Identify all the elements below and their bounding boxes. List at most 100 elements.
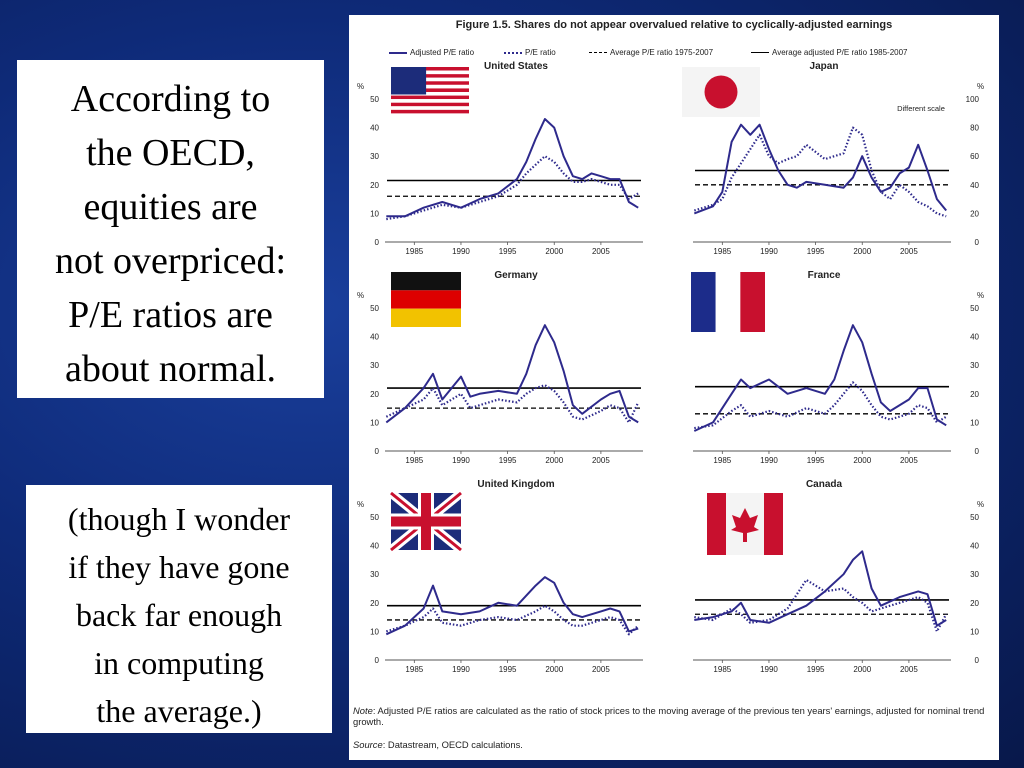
flag-band (764, 493, 783, 555)
chart-title: United States (484, 61, 548, 72)
legend-label: Adjusted P/E ratio (410, 48, 475, 57)
flag-stripe (391, 109, 469, 114)
x-tick-label: 1990 (760, 456, 778, 465)
figure-source: Source: Datastream, OECD calculations. (353, 739, 993, 750)
flag-stripe (391, 113, 469, 117)
unit-label: % (357, 291, 364, 300)
chart-germany: Germany% 0 10 20 30 40 50 1985 1990 1995 2000 2005 (357, 270, 643, 465)
legend-label: Average P/E ratio 1975-2007 (610, 48, 714, 57)
x-tick-label: 1995 (499, 247, 517, 256)
x-tick-label: 1985 (713, 247, 731, 256)
aside-text-line: in computing (94, 645, 264, 681)
chart-title: Germany (494, 270, 538, 281)
unit-label: % (357, 500, 364, 509)
flag-stripe (391, 84, 469, 89)
x-tick-label: 1990 (452, 247, 470, 256)
aside-text-box: (though I wonder if they have gone back fa… (26, 485, 332, 733)
uk-flag (388, 489, 464, 554)
x-tick-label: 1990 (760, 665, 778, 674)
y-tick-label: 20 (370, 181, 379, 190)
y-tick-label: 40 (370, 542, 379, 551)
y-tick-label: 40 (370, 333, 379, 342)
flag-disc (704, 75, 738, 109)
x-tick-label: 2000 (545, 665, 563, 674)
legend-label: Average adjusted P/E ratio 1985-2007 (772, 48, 908, 57)
source-label: Source (353, 739, 383, 750)
flag-stripe (391, 67, 469, 71)
pe-series (694, 578, 948, 633)
flag-band (707, 493, 726, 555)
flag-band (691, 272, 716, 332)
aside-text-line: back far enough (75, 597, 283, 633)
main-text-line: According to (70, 78, 271, 120)
flag-stripe (391, 77, 469, 82)
adjusted-pe-series (385, 576, 639, 636)
legend-item: Average adjusted P/E ratio 1985-2007 (751, 48, 908, 57)
chart-japan: Japan% 0 20 40 60 80 100 1985 1990 1995 2000 2005 Di… (693, 61, 984, 256)
note-text: : Adjusted P/E ratios are calculated as … (353, 705, 985, 727)
legend-swatch (589, 52, 607, 54)
x-tick-label: 2000 (545, 247, 563, 256)
y-tick-label: 40 (370, 124, 379, 133)
chart-annotation: Different scale (897, 104, 945, 113)
source-text: : Datastream, OECD calculations. (382, 739, 523, 750)
x-tick-label: 2000 (545, 456, 563, 465)
x-tick-label: 1990 (760, 247, 778, 256)
y-tick-label: 30 (370, 361, 379, 370)
flag-stripe (391, 106, 469, 110)
y-tick-label: 10 (370, 209, 379, 218)
legend-label: P/E ratio (525, 48, 556, 57)
legend-swatch (389, 51, 407, 54)
pe-series (385, 384, 640, 424)
y-tick-label: 20 (370, 599, 379, 608)
x-tick-label: 1995 (807, 665, 825, 674)
adjusted-pe-series (694, 550, 947, 627)
y-tick-label: 0 (375, 447, 380, 456)
y-tick-label: 0 (375, 238, 380, 247)
chart-united-states: United States% 0 10 20 30 40 50 1985 1990 1995 200… (357, 61, 643, 256)
x-tick-label: 2005 (592, 456, 610, 465)
x-tick-label: 1995 (499, 456, 517, 465)
flag-stripe (391, 92, 469, 96)
unit-label: % (977, 291, 984, 300)
y-tick-label: 0 (975, 656, 980, 665)
legend-item: Average P/E ratio 1975-2007 (589, 48, 713, 57)
main-text-box: According to the OECD, equities are not ove… (17, 60, 324, 398)
legend-swatch (504, 51, 522, 54)
oecd-figure: Figure 1.5. Shares do not appear overval… (349, 15, 999, 760)
flag-band (391, 290, 461, 309)
y-tick-label: 20 (970, 390, 979, 399)
flag-stripe (391, 95, 469, 100)
main-text-line: about normal. (64, 348, 277, 390)
legend-swatch (751, 52, 769, 54)
x-tick-label: 1985 (405, 665, 423, 674)
adjusted-pe-series (386, 118, 639, 218)
x-tick-label: 1985 (405, 247, 423, 256)
x-tick-label: 2000 (853, 247, 871, 256)
y-tick-label: 100 (966, 95, 980, 104)
x-tick-label: 1995 (499, 665, 517, 674)
flag-stripe (391, 81, 469, 85)
main-text-line: the OECD, (86, 132, 255, 174)
y-tick-label: 20 (970, 209, 979, 218)
flag-band (715, 272, 741, 332)
aside-text-line: (though I wonder (67, 501, 291, 537)
y-tick-label: 30 (370, 570, 379, 579)
x-tick-label: 1995 (807, 456, 825, 465)
legend-item: P/E ratio (504, 48, 556, 57)
x-tick-label: 1985 (405, 456, 423, 465)
x-tick-label: 2005 (592, 247, 610, 256)
y-tick-label: 30 (370, 152, 379, 161)
pe-series (694, 381, 947, 430)
flag-stripe (391, 74, 469, 78)
x-tick-label: 2005 (900, 247, 918, 256)
unit-label: % (357, 82, 364, 91)
adjusted-pe-series (693, 123, 947, 215)
y-tick-label: 20 (370, 390, 379, 399)
chart-title: Japan (810, 61, 839, 72)
y-tick-label: 60 (970, 152, 979, 161)
chart-title: United Kingdom (477, 479, 554, 490)
y-tick-label: 40 (970, 181, 979, 190)
x-tick-label: 1985 (713, 665, 731, 674)
chart-france: France% 0 10 20 30 40 50 1985 1990 1995 2000 2005 (693, 270, 984, 465)
